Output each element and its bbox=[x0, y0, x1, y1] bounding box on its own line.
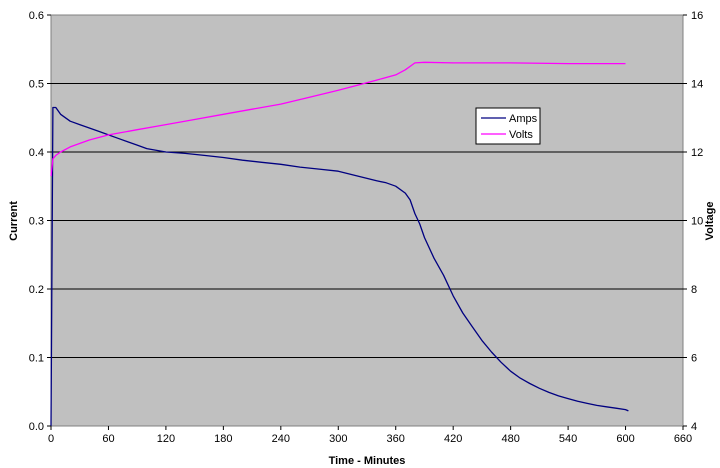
y2-tick-label-0: 4 bbox=[691, 421, 697, 433]
x-tick-label-4: 240 bbox=[272, 433, 290, 445]
legend-label-amps: Amps bbox=[509, 113, 538, 125]
y2-tick-label-4: 12 bbox=[691, 147, 703, 159]
series-layer bbox=[50, 61, 629, 427]
x-tick-label-0: 0 bbox=[48, 433, 54, 445]
x-tick-label-1: 60 bbox=[102, 433, 114, 445]
x-tick-label-10: 600 bbox=[616, 433, 634, 445]
y2-tick-label-6: 16 bbox=[691, 10, 703, 22]
y-tick-label-5: 0.5 bbox=[29, 79, 44, 91]
y-tick-label-2: 0.2 bbox=[29, 284, 44, 296]
y2-tick-label-2: 8 bbox=[691, 284, 697, 296]
x-axis-ticks: 0 60 120 180 240 300 360 420 480 540 600 660 bbox=[48, 426, 692, 445]
y2-axis-ticks: 4 6 8 10 12 14 16 bbox=[683, 10, 703, 433]
series-line-volts bbox=[50, 61, 626, 177]
y-axis-ticks: 0.0 0.1 0.2 0.3 0.4 0.5 0.6 bbox=[29, 10, 51, 433]
gridlines bbox=[51, 83, 683, 358]
legend: Amps Volts bbox=[475, 107, 541, 145]
legend-label-volts: Volts bbox=[509, 129, 533, 141]
y-tick-label-6: 0.6 bbox=[29, 10, 44, 22]
x-axis-title: Time - Minutes bbox=[329, 455, 406, 467]
x-tick-label-7: 420 bbox=[444, 433, 462, 445]
y-tick-label-0: 0.0 bbox=[29, 421, 44, 433]
y2-tick-label-5: 14 bbox=[691, 79, 703, 91]
y2-tick-label-3: 10 bbox=[691, 216, 703, 228]
x-tick-label-6: 360 bbox=[387, 433, 405, 445]
x-tick-label-3: 180 bbox=[214, 433, 232, 445]
series-line-amps bbox=[50, 106, 629, 427]
x-tick-label-8: 480 bbox=[501, 433, 519, 445]
y-tick-label-4: 0.4 bbox=[29, 147, 44, 159]
x-tick-label-9: 540 bbox=[559, 433, 577, 445]
y2-axis-title: Voltage bbox=[704, 202, 716, 241]
y-tick-label-3: 0.3 bbox=[29, 216, 44, 228]
x-tick-label-5: 300 bbox=[329, 433, 347, 445]
x-tick-label-2: 120 bbox=[157, 433, 175, 445]
y-axis-title: Current bbox=[8, 201, 20, 241]
y2-tick-label-1: 6 bbox=[691, 353, 697, 365]
y-tick-label-1: 0.1 bbox=[29, 353, 44, 365]
x-tick-label-11: 660 bbox=[674, 433, 692, 445]
legend-box bbox=[475, 107, 541, 145]
